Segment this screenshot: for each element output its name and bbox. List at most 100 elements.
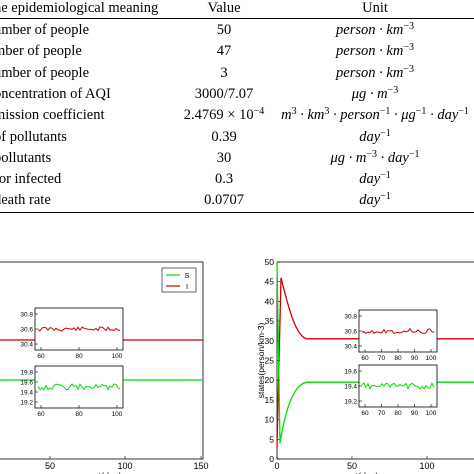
row-4-meaning: mission coefficient	[0, 107, 105, 124]
right-inset-S-ytick-label: 19.6	[344, 369, 357, 376]
left-legend: SI	[161, 267, 197, 293]
row-8-unit: day−1	[359, 191, 391, 209]
left-xtick-label: 100	[117, 461, 132, 471]
left-inset-I-ytick-label: 30.8	[20, 312, 33, 319]
right-inset-S-xtick-label: 70	[378, 410, 386, 417]
right-ytick-label: 45	[265, 277, 275, 287]
right-ytick-label: 35	[265, 316, 275, 326]
right-ytick-label: 10	[265, 415, 275, 425]
row-1-value: 47	[216, 43, 232, 60]
left-inset-I-xtick-label: 60	[37, 353, 45, 360]
row-8-value: 0.0707	[204, 192, 244, 209]
left-inset-I-ytick-label: 30.6	[20, 327, 33, 334]
row-1-meaning: mber of people	[0, 43, 82, 60]
right-inset-S-ytick-label: 19.2	[344, 399, 357, 406]
table-header-rule	[0, 18, 474, 19]
right-inset-I: 30.8 30.6 30.4 60 70 80 90 100	[344, 309, 438, 362]
row-5-value: 0.39	[211, 128, 237, 145]
left-inset-S-xtick-label: 80	[75, 411, 83, 418]
left-inset-S-ytick-label: 19.8	[20, 370, 33, 377]
row-6-unit: μg · m−3 · day−1	[330, 148, 420, 166]
right-inset-I-xtick-label: 100	[426, 355, 437, 362]
right-inset-I-ytick-label: 30.6	[344, 329, 357, 336]
row-6-value: 30	[216, 149, 232, 166]
row-3-unit: μg · m−3	[351, 84, 399, 102]
row-3-meaning: oncentration of AQI	[0, 85, 111, 102]
table-bottom-rule	[0, 212, 474, 213]
right-inset-S: 19.6 19.4 19.2 60 70 80 90 100	[344, 364, 438, 417]
left-axes-frame	[0, 261, 204, 460]
row-8-meaning: death rate	[0, 192, 51, 209]
row-6-meaning: pollutants	[0, 149, 52, 166]
row-0-meaning: umber of people	[0, 22, 90, 38]
row-0-value: 50	[216, 22, 232, 38]
right-xlabel: t(day)	[355, 471, 378, 474]
right-ylabel: states(person/km-3)	[256, 323, 266, 399]
row-5-unit: day−1	[359, 127, 391, 145]
right-axes-frame	[276, 261, 474, 460]
left-inset-S-ytick-label: 19.4	[20, 390, 33, 397]
right-ytick-label: 5	[269, 434, 274, 444]
header-unit: Unit	[362, 0, 388, 16]
left-xtick-label: 150	[193, 461, 208, 471]
right-series-S	[276, 261, 474, 444]
right-inset-I-frame	[358, 309, 438, 353]
row-2-value: 3	[220, 64, 228, 81]
right-inset-I-ytick-label: 30.4	[344, 344, 357, 351]
right-inset-S-xtick-label: 80	[394, 410, 402, 417]
right-xtick-label: 0	[274, 461, 279, 471]
left-legend-S-label: S	[184, 271, 189, 280]
right-ytick-label: 50	[265, 257, 275, 267]
right-inset-S-xtick-label: 90	[411, 410, 419, 417]
row-1-unit: person · km−3	[336, 42, 414, 60]
row-7-meaning: for infected	[0, 171, 62, 188]
left-inset-I-xtick-label: 100	[112, 353, 123, 360]
right-ytick-label: 15	[265, 395, 275, 405]
left-inset-S-ytick-label: 19.6	[20, 380, 33, 387]
right-ytick-label: 20	[265, 375, 275, 385]
row-4-value: 2.4769 × 10−4	[183, 106, 265, 124]
row-7-value: 0.3	[214, 171, 234, 188]
figure-left: 50100150t(day)SI30.830.630.4608010019.81…	[0, 261, 209, 474]
left-inset-S-series	[37, 383, 121, 391]
right-inset-I-series	[361, 327, 435, 335]
row-0-unit: person · km−3	[336, 21, 414, 39]
row-3-value: 3000/7.07	[194, 85, 254, 102]
left-inset-I-ytick-label: 30.4	[20, 342, 33, 349]
left-inset-I-xtick-label: 80	[75, 353, 83, 360]
row-7-unit: day−1	[359, 170, 391, 188]
left-inset-S-ytick-label: 19.2	[20, 400, 33, 407]
right-inset-I-xtick-label: 60	[361, 355, 369, 362]
left-inset-S-xtick-label: 100	[112, 411, 123, 418]
left-inset-I: 30.8 30.6 30.4 60 80 100	[20, 307, 124, 360]
right-inset-I-ytick-label: 30.8	[344, 314, 357, 321]
left-legend-box	[161, 267, 197, 293]
right-inset-S-xtick-label: 60	[361, 410, 369, 417]
figure-right: 0 5 10 15 20 25 30 35 40 45 50 0 50 100 t(day) states(p…	[256, 257, 474, 474]
row-2-meaning: umber of people	[0, 64, 90, 81]
right-inset-S-xtick-label: 100	[426, 410, 437, 417]
header-meaning: he epidemiological meaning	[0, 0, 159, 16]
row-2-unit: person · km−3	[336, 63, 414, 81]
right-ytick-label: 30	[265, 336, 275, 346]
left-xtick-label: 50	[45, 461, 55, 471]
left-inset-I-series	[37, 326, 121, 332]
left-inset-S-xtick-label: 60	[37, 411, 45, 418]
left-inset-S: 19.8 19.6 19.4 19.2 60 80 100	[20, 365, 124, 418]
right-ytick-label: 0	[269, 454, 274, 464]
right-xtick-label: 100	[419, 461, 434, 471]
right-xtick-label: 50	[347, 461, 357, 471]
right-ytick-label: 40	[265, 296, 275, 306]
left-xlabel: t(day)	[98, 471, 121, 474]
right-inset-S-ytick-label: 19.4	[344, 384, 357, 391]
parameter-table: he epidemiological meaning Value Unit um…	[0, 0, 474, 215]
right-series-I	[276, 277, 474, 448]
right-inset-I-xtick-label: 80	[394, 355, 402, 362]
right-inset-I-xtick-label: 70	[378, 355, 386, 362]
row-5-meaning: of pollutants	[0, 128, 67, 145]
right-ytick-label: 25	[265, 356, 275, 366]
right-inset-S-series	[361, 382, 435, 390]
right-inset-I-xtick-label: 90	[411, 355, 419, 362]
row-4-unit: m3 · km3 · person−1 · μg−1 · day−1	[281, 106, 469, 124]
left-legend-I-label: I	[186, 282, 188, 291]
